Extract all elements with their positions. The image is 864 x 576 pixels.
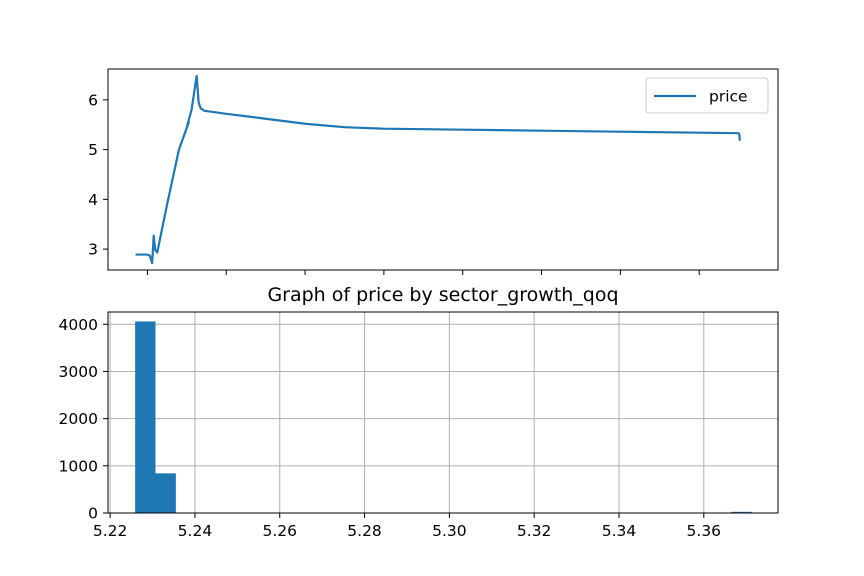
histogram-bar (135, 321, 156, 513)
y-tick-label: 6 (88, 91, 98, 109)
y-tick-label: 0 (88, 505, 98, 523)
legend-label-price: price (709, 88, 748, 106)
x-tick-label: 5.28 (347, 522, 382, 540)
series-line-price (135, 74, 741, 265)
y-tick-label: 4000 (59, 316, 98, 334)
y-tick-label: 5 (88, 141, 98, 159)
histogram-axes: 5.22 5.24 5.26 5.28 5.30 5.32 5.34 5.36 0 1000 200… (59, 284, 779, 540)
histogram-bar (731, 511, 752, 513)
line-chart-axes: 3 4 5 6 price (88, 68, 779, 275)
x-tick-label: 5.22 (93, 522, 128, 540)
line-chart-marks (135, 74, 741, 265)
y-tick-label: 3000 (59, 363, 98, 381)
line-chart-frame (107, 68, 779, 271)
histogram-bar (155, 473, 176, 513)
y-tick-label: 1000 (59, 457, 98, 475)
x-tick-label: 5.30 (432, 522, 467, 540)
y-tick-label: 4 (88, 191, 98, 209)
line-chart-legend: price (645, 77, 769, 114)
x-tick-label: 5.32 (517, 522, 552, 540)
x-tick-label: 5.36 (687, 522, 722, 540)
x-tick-label: 5.26 (262, 522, 297, 540)
x-tick-label: 5.34 (602, 522, 637, 540)
x-tick-label: 5.24 (178, 522, 213, 540)
y-tick-label: 2000 (59, 410, 98, 428)
histogram-ticks: 5.22 5.24 5.26 5.28 5.30 5.32 5.34 5.36 0 1000 200… (59, 316, 722, 540)
histogram-marks (135, 321, 752, 513)
histogram-frame (107, 311, 779, 514)
histogram-title: Graph of price by sector_growth_qoq (267, 284, 618, 306)
legend-box (645, 77, 769, 114)
y-tick-label: 3 (88, 241, 98, 259)
line-chart-ticks: 3 4 5 6 (88, 91, 700, 275)
